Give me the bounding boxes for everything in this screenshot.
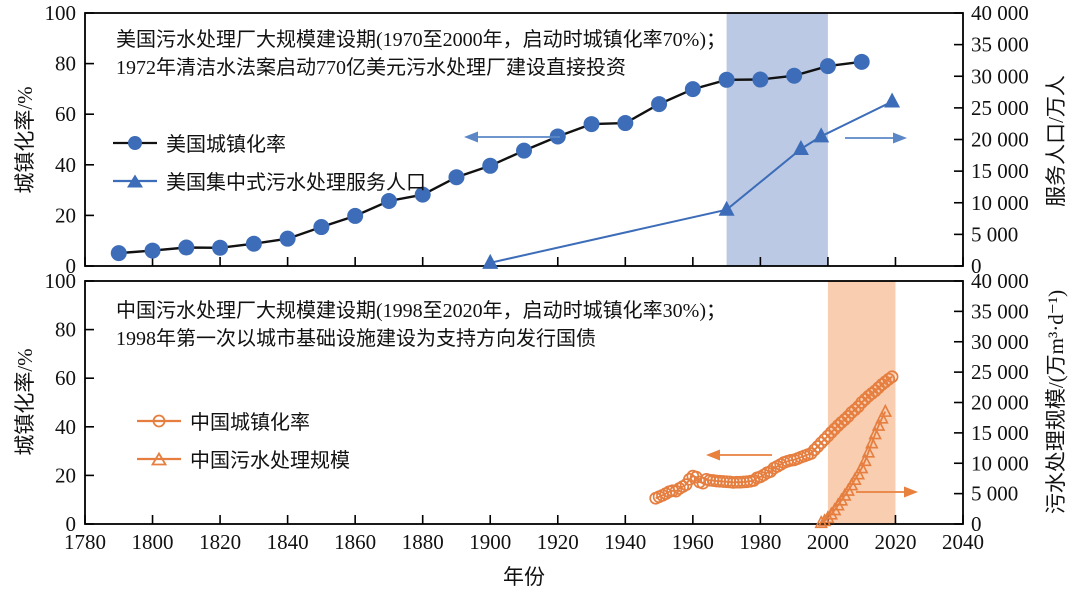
legend-item-cn-treatment-scale: 中国污水处理规模 bbox=[136, 444, 350, 473]
svg-text:2040: 2040 bbox=[942, 530, 984, 554]
svg-text:1980: 1980 bbox=[739, 530, 781, 554]
panel-us: 0 20 40 60 80 100 0 5 000 10 000 15 000 20 000 25 0… bbox=[45, 1, 1029, 278]
svg-text:1880: 1880 bbox=[402, 530, 444, 554]
svg-text:1840: 1840 bbox=[267, 530, 309, 554]
svg-text:80: 80 bbox=[55, 318, 76, 342]
cn-series-0-markers bbox=[649, 370, 899, 505]
svg-text:25 000: 25 000 bbox=[971, 96, 1029, 120]
us-annotation: 美国污水处理厂大规模建设期(1970至2000年，启动时城镇化率70%)； 19… bbox=[116, 26, 726, 82]
svg-text:0: 0 bbox=[971, 254, 982, 278]
svg-text:0: 0 bbox=[66, 254, 77, 278]
us-left-axis-title: 城镇化率/% bbox=[13, 86, 37, 194]
cn-series-1-markers bbox=[814, 403, 893, 529]
svg-text:1920: 1920 bbox=[537, 530, 579, 554]
legend-marker-open-triangle-icon bbox=[137, 451, 181, 465]
us-highlight-band bbox=[726, 13, 828, 266]
svg-text:40 000: 40 000 bbox=[971, 269, 1029, 293]
cn-annotation-line-1: 中国污水处理厂大规模建设期(1998至2020年，启动时城镇化率30%)； bbox=[116, 300, 726, 322]
svg-text:60: 60 bbox=[55, 102, 76, 126]
svg-text:1860: 1860 bbox=[334, 530, 376, 554]
svg-text:20: 20 bbox=[55, 463, 76, 487]
svg-text:40: 40 bbox=[55, 153, 76, 177]
us-left-arrowhead-icon bbox=[464, 131, 478, 143]
us-annotation-line-2: 1972年清洁水法案启动770亿美元污水处理厂建设直接投资 bbox=[116, 57, 626, 79]
svg-text:15 000: 15 000 bbox=[971, 421, 1029, 445]
us-annotation-line-1: 美国污水处理厂大规模建设期(1970至2000年，启动时城镇化率70%)； bbox=[116, 29, 726, 51]
legend-item-cn-urbanization: 中国城镇化率 bbox=[136, 406, 350, 435]
svg-text:80: 80 bbox=[55, 52, 76, 76]
svg-text:35 000: 35 000 bbox=[971, 33, 1029, 57]
svg-text:40 000: 40 000 bbox=[971, 1, 1029, 25]
svg-text:10 000: 10 000 bbox=[971, 191, 1029, 215]
us-series-1-markers bbox=[482, 92, 901, 269]
svg-text:1900: 1900 bbox=[469, 530, 511, 554]
svg-text:100: 100 bbox=[45, 269, 77, 293]
cn-right-axis-title: 污水处理规模/(万m³·d⁻¹) bbox=[1044, 289, 1068, 515]
svg-text:1800: 1800 bbox=[132, 530, 174, 554]
panel-cn: 1780 1800 1820 1840 1860 1880 1900 1920 1940 1960… bbox=[45, 269, 1029, 554]
svg-text:0: 0 bbox=[66, 512, 77, 536]
us-series-1-line bbox=[489, 100, 893, 264]
cn-annotation: 中国污水处理厂大规模建设期(1998至2020年，启动时城镇化率30%)； 19… bbox=[116, 297, 726, 353]
svg-text:20: 20 bbox=[55, 203, 76, 227]
svg-text:30 000: 30 000 bbox=[971, 330, 1029, 354]
cn-right-arrowhead-icon bbox=[904, 486, 918, 498]
svg-text:10 000: 10 000 bbox=[971, 451, 1029, 475]
svg-text:35 000: 35 000 bbox=[971, 299, 1029, 323]
us-right-arrowhead-icon bbox=[893, 132, 907, 144]
svg-text:1960: 1960 bbox=[672, 530, 714, 554]
svg-text:1780: 1780 bbox=[64, 530, 106, 554]
us-series-0-markers bbox=[110, 53, 870, 262]
cn-left-axis-title: 城镇化率/% bbox=[13, 348, 37, 456]
svg-text:5 000: 5 000 bbox=[971, 222, 1018, 246]
svg-text:15 000: 15 000 bbox=[971, 159, 1029, 183]
legend-label-cn-treatment-scale: 中国污水处理规模 bbox=[190, 450, 350, 472]
legend-label-us-service-population: 美国集中式污水处理服务人口 bbox=[166, 172, 426, 194]
legend-label-cn-urbanization: 中国城镇化率 bbox=[190, 412, 310, 434]
svg-text:20 000: 20 000 bbox=[971, 391, 1029, 415]
legend-cn: 中国城镇化率 中国污水处理规模 bbox=[136, 406, 350, 473]
legend-item-us-urbanization: 美国城镇化率 bbox=[112, 128, 426, 157]
svg-text:2000: 2000 bbox=[807, 530, 849, 554]
legend-marker-filled-triangle-icon bbox=[113, 174, 157, 187]
legend-marker-open-circle-icon bbox=[137, 414, 181, 427]
svg-text:1940: 1940 bbox=[604, 530, 646, 554]
svg-text:2020: 2020 bbox=[874, 530, 916, 554]
svg-text:30 000: 30 000 bbox=[971, 64, 1029, 88]
svg-text:25 000: 25 000 bbox=[971, 360, 1029, 384]
legend-us: 美国城镇化率 美国集中式污水处理服务人口 bbox=[112, 128, 426, 195]
legend-label-us-urbanization: 美国城镇化率 bbox=[166, 134, 286, 156]
cn-left-arrowhead-icon bbox=[706, 449, 720, 461]
x-axis-title: 年份 bbox=[503, 565, 545, 589]
svg-text:1820: 1820 bbox=[199, 530, 241, 554]
svg-text:5 000: 5 000 bbox=[971, 482, 1018, 506]
legend-item-us-service-population: 美国集中式污水处理服务人口 bbox=[112, 166, 426, 195]
svg-text:0: 0 bbox=[971, 512, 982, 536]
svg-text:40: 40 bbox=[55, 415, 76, 439]
us-right-axis-title: 服务人口/万人 bbox=[1044, 75, 1068, 207]
svg-text:60: 60 bbox=[55, 366, 76, 390]
cn-annotation-line-2: 1998年第一次以城市基础设施建设为支持方向发行国债 bbox=[116, 328, 596, 350]
svg-text:100: 100 bbox=[45, 1, 77, 25]
legend-marker-filled-circle-icon bbox=[113, 135, 157, 150]
svg-text:20 000: 20 000 bbox=[971, 128, 1029, 152]
